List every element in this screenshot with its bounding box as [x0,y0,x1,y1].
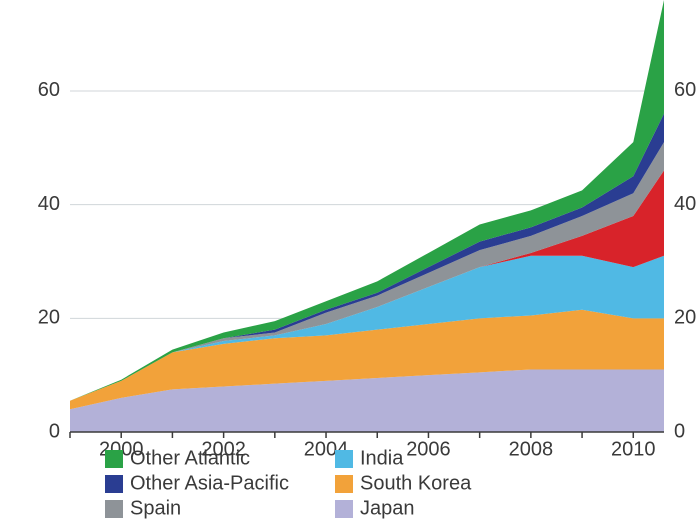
y-right-tick-label: 40 [674,193,696,215]
y-left-tick-label: 40 [38,193,60,215]
x-tick-label: 2006 [406,439,451,461]
legend-item [335,475,353,493]
legend-swatch [105,475,123,493]
legend-label: Other Atlantic [130,447,250,469]
legend-item [335,500,353,518]
stacked-area-chart: 20002002200420062008201002040600204060Ot… [0,0,700,525]
legend-label: Spain [130,497,181,519]
y-right-tick-label: 0 [674,420,685,442]
y-left-tick-label: 20 [38,307,60,329]
legend-label: Other Asia-Pacific [130,472,289,494]
legend-swatch [105,450,123,468]
legend-item [105,475,123,493]
legend-swatch [335,475,353,493]
x-tick-label: 2008 [509,439,554,461]
y-right-tick-label: 20 [674,307,696,329]
legend-swatch [335,450,353,468]
legend-label: India [360,447,404,469]
legend-swatch [335,500,353,518]
legend-label: South Korea [360,472,472,494]
legend-item [105,450,123,468]
legend-swatch [105,500,123,518]
y-left-tick-label: 0 [49,420,60,442]
x-tick-label: 2010 [611,439,656,461]
legend-label: Japan [360,497,415,519]
legend-item [335,450,353,468]
chart-canvas: 20002002200420062008201002040600204060Ot… [0,0,700,525]
y-left-tick-label: 60 [38,79,60,101]
y-right-tick-label: 60 [674,79,696,101]
legend-item [105,500,123,518]
